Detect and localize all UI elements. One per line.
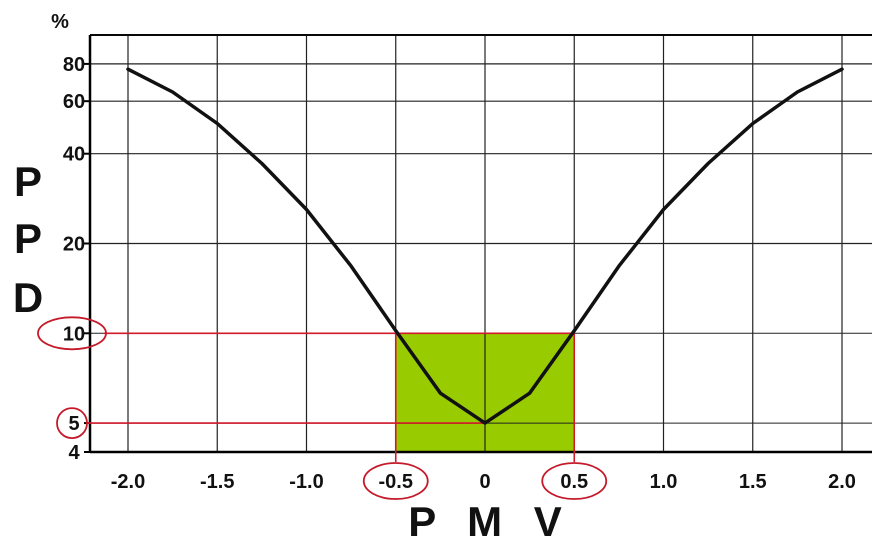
y-tick-label-4: 4 [68,442,80,464]
y-tick-label-20: 20 [63,234,85,256]
x-tick-label-1.0: 1.0 [650,471,678,493]
y-tick-label-60: 60 [63,91,85,113]
y-tick-label-40: 40 [63,144,85,166]
y-tick-labels: 4 5 10 20 40 60 80 [63,54,85,464]
x-tick-label--0.5: -0.5 [379,471,413,493]
y-axis-title-letter-1: P [14,158,42,205]
x-tick-label-1.5: 1.5 [739,471,767,493]
x-axis-title: P M V [408,498,572,538]
y-tick-label-5: 5 [68,413,79,435]
y-axis-title-letter-3: D [13,274,43,321]
x-tick-label--2.0: -2.0 [111,471,145,493]
x-tick-label--1.0: -1.0 [289,471,323,493]
x-tick-labels: -2.0 -1.5 -1.0 -0.5 0 0.5 1.0 1.5 2.0 [111,471,856,493]
y-tick-label-10: 10 [63,323,85,345]
y-unit-label: % [51,11,69,33]
x-tick-label-0: 0 [479,471,490,493]
y-tick-label-80: 80 [63,54,85,76]
x-tick-label-2.0: 2.0 [828,471,856,493]
x-tick-label-0.5: 0.5 [560,471,588,493]
x-tick-label--1.5: -1.5 [200,471,234,493]
y-axis-title-letter-2: P [14,215,42,262]
